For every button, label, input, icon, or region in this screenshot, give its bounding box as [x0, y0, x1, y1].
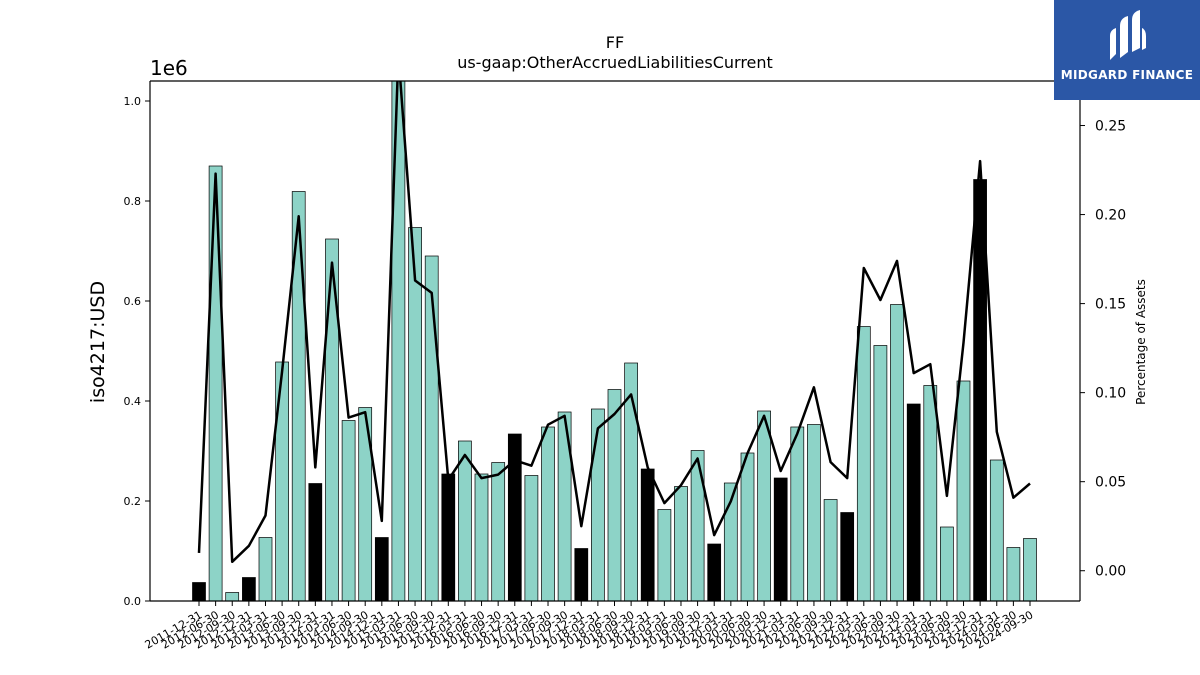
y-offset-label: 1e6: [150, 56, 188, 80]
bar-2014-12-31: [374, 537, 389, 601]
bar-2016-09-30: [491, 462, 506, 601]
bar-2020-12-31: [773, 477, 788, 601]
bars-layer: [192, 81, 1037, 601]
bar-2023-09-30: [956, 380, 971, 601]
axes-layer: 0.0 0.2 0.4 0.6 0.8 1.0 0.00 0.05 0.10 0.15 0.20 0.…: [124, 80, 1126, 652]
bar-2015-09-30: [424, 255, 439, 601]
bar-2014-06-30: [341, 420, 356, 601]
bar-2022-03-31: [856, 326, 871, 601]
bar-2014-03-31: [325, 238, 339, 601]
bar-2019-09-30: [690, 450, 705, 601]
bar-2015-12-31: [441, 473, 456, 601]
bar-2023-06-30: [940, 526, 954, 601]
bar-2018-12-31: [640, 468, 655, 601]
bar-2012-06-30: [208, 165, 223, 601]
y2-tick-label: 0.20: [1095, 208, 1126, 224]
y2-tick-label: 0.00: [1095, 564, 1126, 580]
bar-2013-03-31: [258, 537, 273, 601]
bar-2018-03-31: [591, 408, 605, 601]
bar-2021-12-31: [840, 512, 855, 601]
bar-2018-06-30: [607, 389, 622, 601]
bar-2013-06-30: [275, 361, 289, 601]
bar-2016-03-31: [458, 440, 472, 601]
percentage-line: [197, 81, 1031, 564]
bar-2019-06-30: [674, 486, 688, 601]
y-tick-label: 0.6: [124, 295, 142, 308]
y-tick-label: 0.0: [124, 595, 142, 608]
bar-2021-03-31: [790, 426, 805, 601]
bar-2022-12-31: [906, 403, 921, 601]
y-axis-label: iso4217:USD: [87, 281, 109, 403]
bar-2024-03-31: [989, 459, 1004, 601]
bar-2019-03-31: [657, 509, 672, 601]
line-layer: [197, 81, 1031, 564]
bar-2013-12-31: [308, 483, 323, 601]
bar-2019-12-31: [707, 543, 722, 601]
bar-2011-12-31: [192, 582, 206, 601]
y2-tick-label: 0.25: [1095, 119, 1126, 135]
bar-2023-03-31: [923, 385, 938, 601]
logo-text: MIDGARD FINANCE: [1060, 68, 1194, 82]
bar-2020-03-31: [723, 482, 738, 601]
bar-2024-09-30: [1023, 538, 1037, 601]
bar-2014-09-30: [358, 407, 373, 601]
bar-2024-06-30: [1006, 547, 1021, 601]
bar-2017-12-31: [574, 548, 589, 601]
bar-2013-09-30: [291, 191, 306, 601]
bar-2015-06-30: [408, 227, 422, 601]
bar-2017-03-31: [524, 475, 539, 601]
y-tick-label: 0.2: [124, 495, 142, 508]
bar-2016-12-31: [507, 433, 522, 601]
bar-2022-06-30: [873, 345, 888, 601]
bar-2022-09-30: [890, 304, 904, 601]
bar-2018-09-30: [624, 362, 638, 601]
logo: MIDGARD FINANCE: [1054, 0, 1200, 100]
bar-2017-09-30: [557, 411, 572, 601]
bar-2020-06-30: [740, 452, 755, 601]
chart-subtitle: us-gaap:OtherAccruedLiabilitiesCurrent: [457, 53, 773, 72]
bar-2020-09-30: [757, 410, 771, 601]
bar-2012-12-31: [242, 577, 256, 601]
y2-tick-label: 0.10: [1095, 386, 1126, 402]
bar-2016-06-30: [474, 473, 489, 601]
y2-tick-label: 0.05: [1095, 475, 1126, 491]
bar-2015-03-31: [391, 81, 406, 601]
bar-2021-09-30: [823, 499, 838, 601]
y2-tick-label: 0.15: [1095, 297, 1126, 313]
y-tick-label: 0.8: [124, 195, 142, 208]
bar-2021-06-30: [807, 424, 821, 601]
y-tick-label: 0.4: [124, 395, 142, 408]
bar-2017-06-30: [541, 426, 555, 601]
y-tick-label: 1.0: [124, 95, 142, 108]
midgard-logo-icon: [1110, 10, 1146, 60]
bar-2012-09-30: [225, 592, 240, 601]
y2-axis-label: Percentage of Assets: [1134, 279, 1148, 405]
chart-title: FF: [606, 33, 624, 52]
